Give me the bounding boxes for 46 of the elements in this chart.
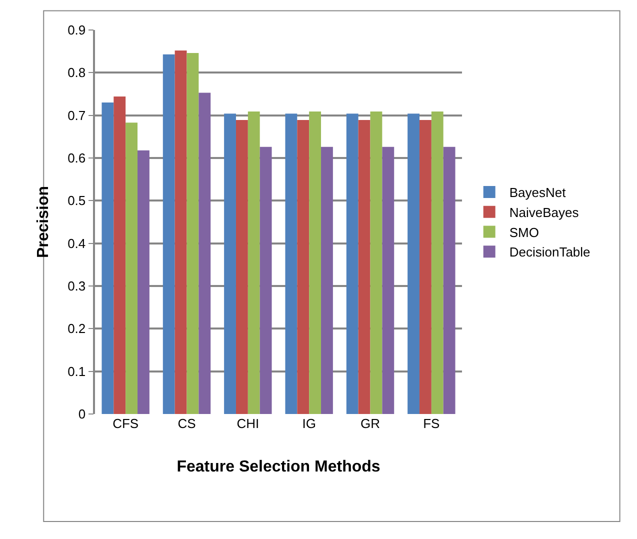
bar [224,114,236,414]
y-tick-label: 0.2 [68,321,86,336]
bar [248,111,260,414]
y-axis-title: Precision [34,186,52,258]
x-tick-label: FS [423,416,440,431]
bar [431,111,444,414]
bar [370,111,382,414]
bar [236,120,248,414]
y-tick-label: 0.1 [68,364,86,379]
x-tick-label: IG [302,416,316,431]
y-tick-label: 0.6 [68,150,86,166]
x-tick-label: GR [360,416,380,431]
legend-label: NaiveBayes [509,204,580,220]
bar [443,146,456,414]
bar [358,120,370,414]
y-tick-label: 0.5 [68,193,86,208]
bar [346,114,358,414]
bar [114,96,126,414]
bar [382,146,394,414]
y-tick-label: 0 [78,406,86,422]
bar [297,120,310,414]
x-axis-title: Feature Selection Methods [176,458,380,476]
y-tick-label: 0.3 [68,278,86,294]
y-tick-label: 0.8 [68,65,86,80]
bar [309,111,322,414]
legend-label: BayesNet [509,185,566,200]
x-tick-label: CFS [112,416,139,431]
bar [102,102,114,414]
y-tick-label: 0.7 [68,108,86,123]
y-tick-label: 0.4 [68,236,86,251]
bar [285,114,298,414]
bar [126,122,138,414]
bar [321,146,333,414]
bar [408,114,420,414]
bar [174,50,187,414]
bar [162,54,175,414]
bar [198,92,211,414]
bar [138,150,150,414]
bar [419,120,432,414]
y-tick-label: 0.9 [68,22,86,38]
legend-label: DecisionTable [509,244,590,260]
legend-label: SMO [509,224,539,240]
x-tick-label: CHI [236,416,260,431]
x-tick-label: CS [178,416,196,431]
bar [260,146,272,414]
bar [186,53,199,414]
